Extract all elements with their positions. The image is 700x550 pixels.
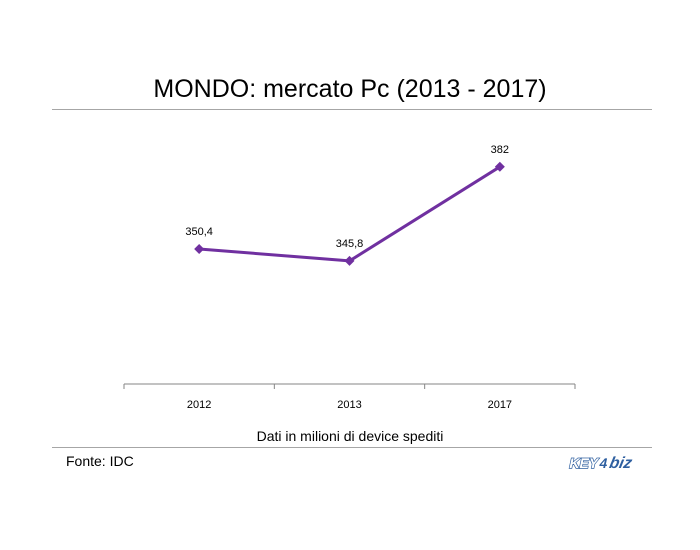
x-axis-caption: Dati in milioni di device spediti xyxy=(256,428,444,444)
svg-text:4: 4 xyxy=(598,455,609,471)
svg-text:biz: biz xyxy=(608,454,634,472)
title-divider xyxy=(52,109,652,110)
x-tick-label: 2017 xyxy=(488,399,512,411)
source-note: Fonte: IDC xyxy=(66,453,134,469)
x-axis: 2012 2013 2017 xyxy=(123,383,576,411)
x-tick-label: 2013 xyxy=(337,399,361,411)
data-label: 350,4 xyxy=(185,226,213,238)
data-point-marker xyxy=(494,161,505,172)
x-tick-label: 2012 xyxy=(187,399,211,411)
chart-title: MONDO: mercato Pc (2013 - 2017) xyxy=(153,75,547,103)
data-label: 345,8 xyxy=(336,238,364,250)
footer-divider xyxy=(52,447,652,448)
series-layer xyxy=(194,161,505,266)
data-point-marker xyxy=(344,255,355,266)
key4biz-logo: KEY 4 biz xyxy=(567,454,634,472)
data-labels: 350,4 345,8 382 xyxy=(185,144,509,250)
data-label: 382 xyxy=(491,144,509,156)
svg-text:KEY: KEY xyxy=(568,455,601,471)
data-point-marker xyxy=(194,243,205,254)
